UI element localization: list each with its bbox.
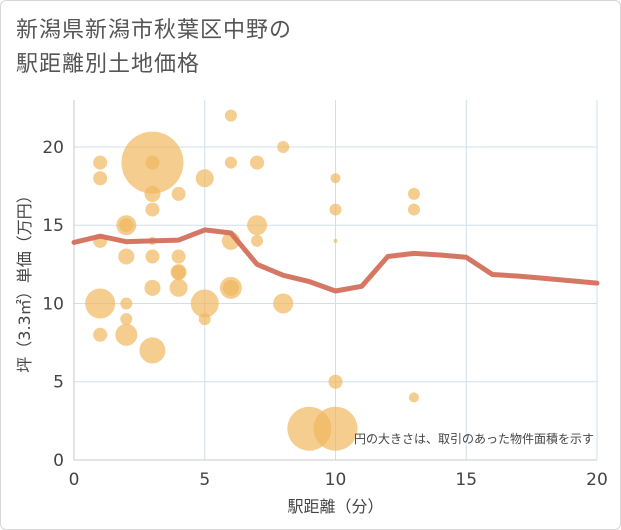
trend-line-group [71,227,600,294]
data-point [93,171,108,186]
data-point [145,202,160,217]
title-line-1: 新潟県新潟市秋葉区中野の [16,18,293,43]
x-tick-label: 5 [199,470,210,490]
data-point [251,234,264,247]
data-point [224,109,237,122]
data-point [145,155,160,170]
data-point [93,327,108,342]
data-point [247,215,268,236]
bubble-series [85,109,420,451]
title-line-2: 駅距離別土地価格 [16,52,201,77]
x-tick-label: 0 [69,470,80,490]
y-tick-label: 0 [53,451,64,471]
data-point [139,337,166,364]
data-point [407,187,420,200]
data-point [145,249,160,264]
data-point [328,374,343,389]
data-point [222,279,239,296]
data-point [169,278,188,297]
y-tick-label: 20 [42,138,64,158]
data-point [329,203,342,216]
tick-labels: 0 5 10 15 20 0 5 10 15 20 [42,138,607,490]
data-point [144,185,161,202]
y-axis-label: 坪（3.3㎡）単価（万円） [15,187,34,372]
y-tick-label: 15 [42,216,64,236]
data-point [93,155,108,170]
x-tick-label: 20 [586,470,608,490]
bubble-size-note: 円の大きさは、取引のあった物件面積を示す [354,431,594,446]
data-point [333,238,338,243]
data-point [198,313,211,326]
data-point [115,323,138,346]
data-point [171,249,186,264]
data-point [224,156,237,169]
data-point [313,406,358,451]
x-axis-label: 駅距離（分） [287,497,383,516]
data-point [85,288,116,319]
data-point [171,186,186,201]
data-point [273,293,294,314]
data-point [250,155,265,170]
data-point [171,265,186,280]
data-point [330,173,341,184]
data-point [119,218,134,233]
trend-line [71,227,600,294]
y-tick-label: 10 [42,294,64,314]
data-point [277,140,290,153]
y-tick-label: 5 [53,373,64,393]
data-point [118,248,135,265]
x-tick-label: 15 [455,470,477,490]
data-point [120,297,133,310]
data-point [190,289,219,318]
x-tick-label: 10 [325,470,347,490]
data-point [120,313,133,326]
data-point [408,392,419,403]
data-point [144,279,161,296]
data-point [407,203,420,216]
chart-title: 新潟県新潟市秋葉区中野の 駅距離別土地価格 [16,14,292,82]
data-point [195,169,214,188]
